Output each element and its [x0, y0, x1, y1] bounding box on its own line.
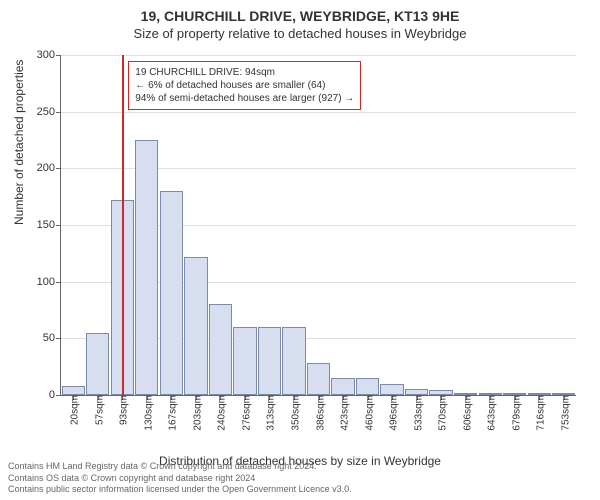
xtick-label: 386sqm [311, 395, 326, 431]
annotation-box: 19 CHURCHILL DRIVE: 94sqm← 6% of detache… [128, 61, 361, 110]
chart-area: 05010015020025030020sqm57sqm93sqm130sqm1… [60, 55, 575, 425]
xtick-label: 20sqm [66, 395, 81, 425]
annotation-line: 94% of semi-detached houses are larger (… [135, 92, 354, 105]
xtick-label: 423sqm [336, 395, 351, 431]
xtick-label: 93sqm [115, 395, 130, 425]
ytick-label: 100 [37, 276, 61, 288]
page-title: 19, CHURCHILL DRIVE, WEYBRIDGE, KT13 9HE [0, 0, 600, 24]
bar [184, 257, 207, 395]
gridline [61, 112, 576, 113]
xtick-label: 496sqm [385, 395, 400, 431]
annotation-line: ← 6% of detached houses are smaller (64) [135, 79, 354, 92]
xtick-label: 313sqm [262, 395, 277, 431]
bar [233, 327, 256, 395]
bar [209, 304, 232, 395]
subtitle: Size of property relative to detached ho… [0, 24, 600, 41]
ytick-label: 0 [49, 389, 61, 401]
ytick-label: 200 [37, 162, 61, 174]
ytick-label: 300 [37, 49, 61, 61]
bar [380, 384, 403, 395]
xtick-label: 276sqm [237, 395, 252, 431]
ytick-label: 150 [37, 219, 61, 231]
xtick-label: 533sqm [409, 395, 424, 431]
y-axis-label: Number of detached properties [12, 60, 26, 225]
xtick-label: 753sqm [556, 395, 571, 431]
xtick-label: 679sqm [507, 395, 522, 431]
footer: Contains HM Land Registry data © Crown c… [0, 457, 600, 500]
bar [86, 333, 109, 395]
xtick-label: 643sqm [483, 395, 498, 431]
footer-line: Contains HM Land Registry data © Crown c… [8, 461, 592, 473]
bar [62, 386, 85, 395]
xtick-label: 203sqm [188, 395, 203, 431]
bar [307, 363, 330, 395]
xtick-label: 606sqm [458, 395, 473, 431]
annotation-line: 19 CHURCHILL DRIVE: 94sqm [135, 66, 354, 79]
plot: 05010015020025030020sqm57sqm93sqm130sqm1… [60, 55, 576, 396]
bar [160, 191, 183, 395]
xtick-label: 57sqm [90, 395, 105, 425]
xtick-label: 240sqm [213, 395, 228, 431]
xtick-label: 460sqm [360, 395, 375, 431]
bar [258, 327, 281, 395]
bar [331, 378, 354, 395]
marker-line [122, 55, 124, 395]
xtick-label: 167sqm [164, 395, 179, 431]
footer-line: Contains public sector information licen… [8, 484, 592, 496]
xtick-label: 570sqm [434, 395, 449, 431]
xtick-label: 130sqm [139, 395, 154, 431]
ytick-label: 50 [43, 332, 61, 344]
bar [135, 140, 158, 395]
bar [282, 327, 305, 395]
xtick-label: 716sqm [532, 395, 547, 431]
gridline [61, 55, 576, 56]
ytick-label: 250 [37, 106, 61, 118]
xtick-label: 350sqm [286, 395, 301, 431]
bar [356, 378, 379, 395]
footer-line: Contains OS data © Crown copyright and d… [8, 473, 592, 485]
